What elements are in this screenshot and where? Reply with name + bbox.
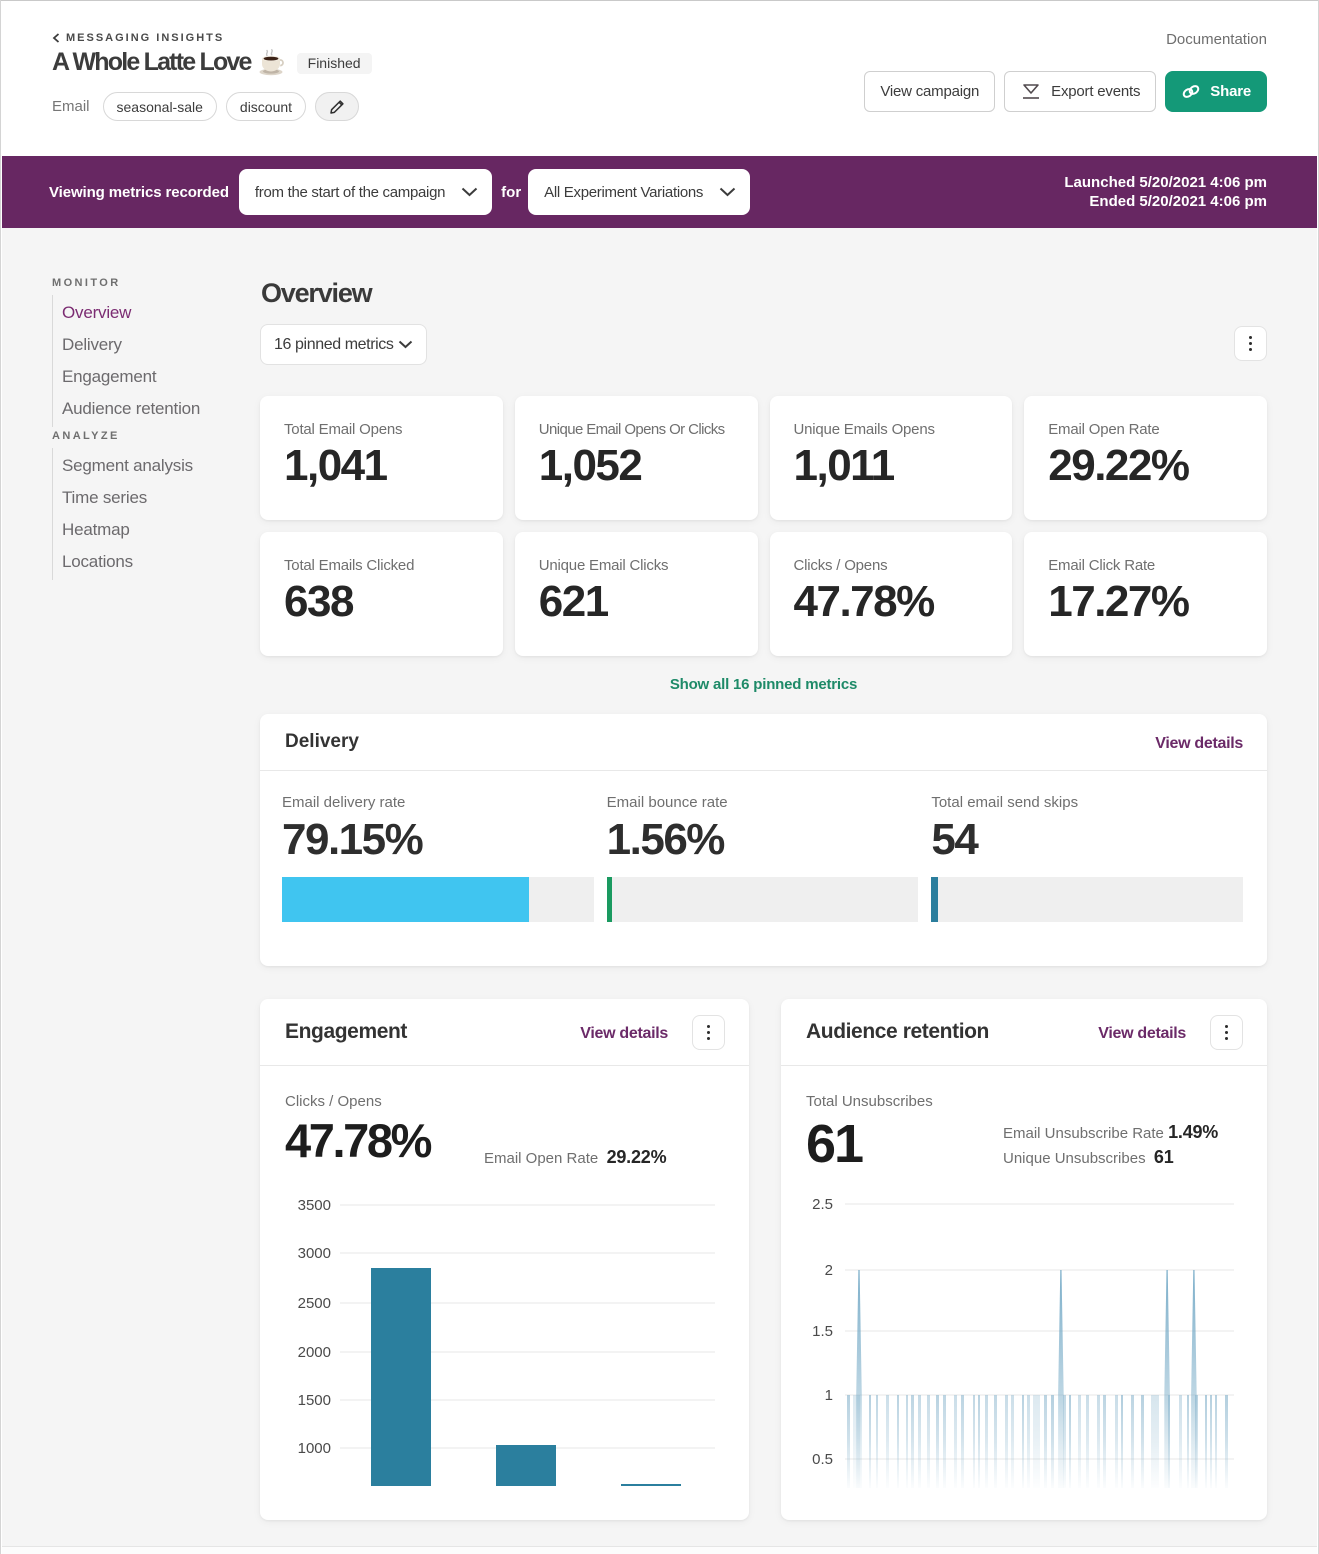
- svg-text:1000: 1000: [298, 1440, 331, 1457]
- svg-text:2500: 2500: [298, 1295, 331, 1312]
- svg-text:1.5: 1.5: [812, 1323, 833, 1340]
- svg-text:1500: 1500: [298, 1392, 331, 1409]
- svg-text:1: 1: [825, 1387, 833, 1404]
- svg-text:3500: 3500: [298, 1197, 331, 1214]
- svg-text:2.5: 2.5: [812, 1196, 833, 1213]
- svg-text:0.5: 0.5: [812, 1451, 833, 1468]
- svg-text:2: 2: [825, 1262, 833, 1279]
- svg-text:2000: 2000: [298, 1344, 331, 1361]
- svg-text:3000: 3000: [298, 1245, 331, 1262]
